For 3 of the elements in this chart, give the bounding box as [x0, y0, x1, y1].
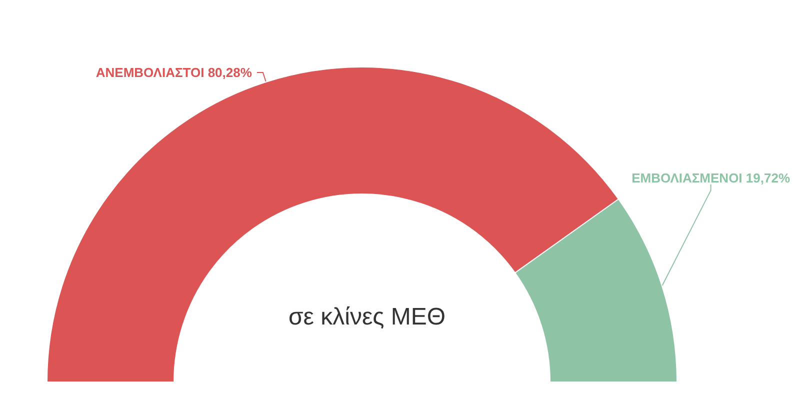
- slice-label: ΑΝΕΜΒΟΛΙΑΣΤΟΙ 80,28%: [96, 64, 252, 80]
- text: σε κλίνες ΜΕΘ: [288, 304, 446, 330]
- slice-label: ΕΜΒΟΛΙΑΣΜΕΝΟΙ 19,72%: [632, 170, 790, 186]
